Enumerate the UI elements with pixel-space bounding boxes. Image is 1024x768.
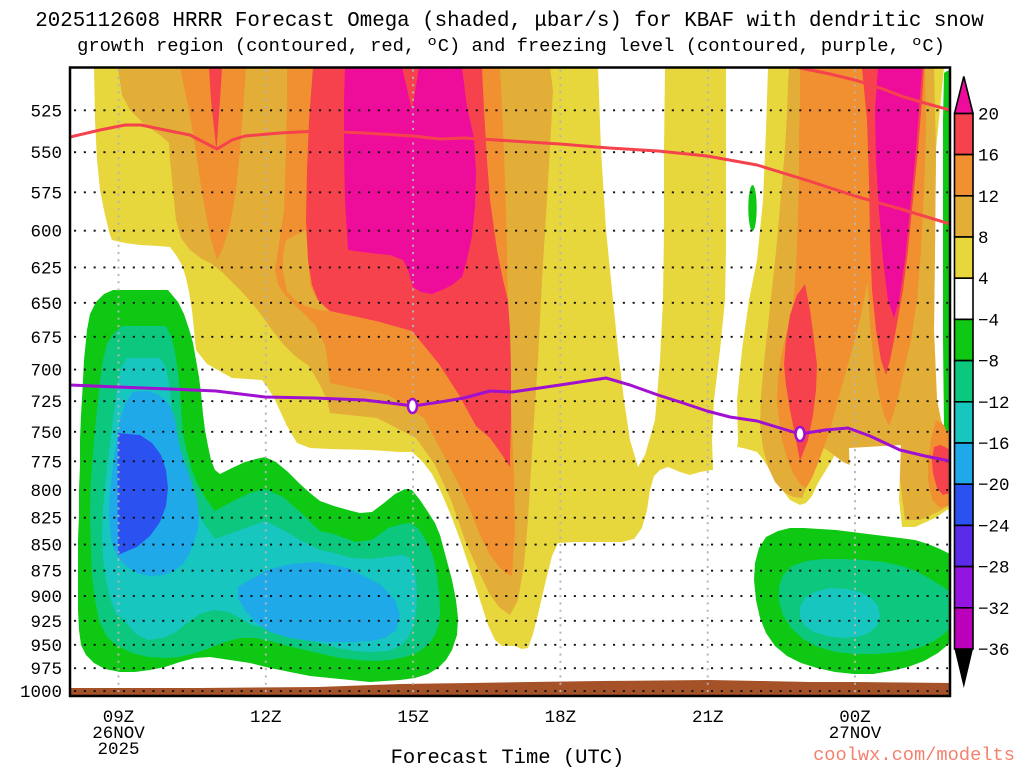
svg-text:550: 550 — [30, 144, 62, 164]
svg-text:Forecast Time (UTC): Forecast Time (UTC) — [391, 747, 625, 768]
svg-text:21Z: 21Z — [692, 708, 724, 728]
svg-text:09Z: 09Z — [103, 708, 135, 728]
svg-text:8: 8 — [978, 229, 989, 249]
svg-text:26NOV: 26NOV — [92, 724, 145, 744]
svg-text:16: 16 — [978, 147, 999, 167]
svg-text:950: 950 — [30, 637, 62, 657]
svg-text:4: 4 — [978, 270, 989, 290]
svg-text:825: 825 — [30, 510, 62, 530]
svg-text:525: 525 — [30, 102, 62, 122]
svg-text:625: 625 — [30, 259, 62, 279]
svg-text:00Z: 00Z — [839, 708, 871, 728]
svg-text:−20: −20 — [978, 476, 1010, 496]
svg-text:750: 750 — [30, 424, 62, 444]
svg-text:coolwx.com/modelts: coolwx.com/modelts — [813, 744, 1015, 766]
svg-text:−28: −28 — [978, 559, 1010, 579]
svg-text:−8: −8 — [978, 353, 999, 373]
svg-text:575: 575 — [30, 184, 62, 204]
svg-text:1000: 1000 — [20, 683, 62, 703]
svg-text:−32: −32 — [978, 600, 1010, 620]
svg-text:850: 850 — [30, 537, 62, 557]
svg-text:−12: −12 — [978, 394, 1010, 414]
svg-text:−16: −16 — [978, 435, 1010, 455]
svg-text:18Z: 18Z — [545, 708, 577, 728]
svg-text:20: 20 — [978, 105, 999, 125]
svg-text:925: 925 — [30, 613, 62, 633]
svg-text:700: 700 — [30, 362, 62, 382]
svg-text:875: 875 — [30, 563, 62, 583]
svg-text:15Z: 15Z — [397, 708, 429, 728]
svg-text:12: 12 — [978, 188, 999, 208]
svg-text:775: 775 — [30, 453, 62, 473]
svg-text:−36: −36 — [978, 641, 1010, 661]
svg-text:2025112608 HRRR Forecast Omega: 2025112608 HRRR Forecast Omega (shaded, … — [35, 10, 984, 33]
svg-text:800: 800 — [30, 482, 62, 502]
svg-text:12Z: 12Z — [250, 708, 282, 728]
svg-text:725: 725 — [30, 393, 62, 413]
svg-text:27NOV: 27NOV — [829, 724, 882, 744]
svg-text:600: 600 — [30, 223, 62, 243]
svg-text:650: 650 — [30, 295, 62, 315]
svg-text:growth region (contoured, red,: growth region (contoured, red, ºC) and f… — [77, 35, 945, 57]
svg-text:675: 675 — [30, 329, 62, 349]
svg-text:−24: −24 — [978, 517, 1010, 537]
svg-text:975: 975 — [30, 660, 62, 680]
svg-text:2025: 2025 — [97, 740, 139, 760]
svg-text:−4: −4 — [978, 311, 999, 331]
svg-text:900: 900 — [30, 588, 62, 608]
